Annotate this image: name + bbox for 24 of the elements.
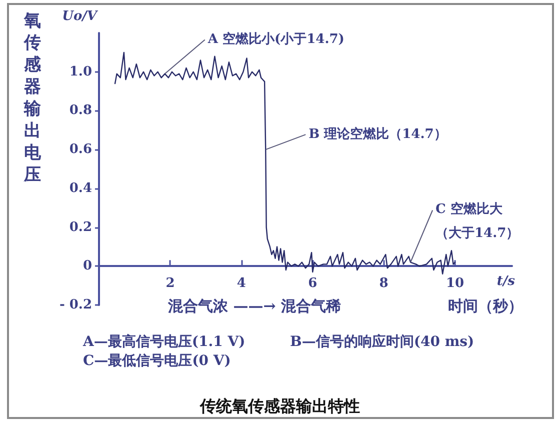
annotation: A 空燃比小(小于14.7) [208, 30, 344, 49]
text: B—信号的响应时间(40 ms) [290, 332, 474, 352]
text: 氧传感器输出电压 [24, 10, 42, 186]
x-tick-label: 2 [166, 276, 175, 292]
y-tick-label: 0.6 [69, 142, 92, 158]
text: A—最高信号电压(1.1 V) [83, 332, 246, 352]
x-tick-label: 6 [308, 276, 318, 292]
x-tick-label: 10 [446, 276, 464, 292]
y-tick-label: 0.4 [69, 180, 92, 196]
annotation: 时间（秒） [448, 296, 523, 316]
annotation: B 理论空燃比（14.7） [308, 126, 447, 144]
y-axis-title: Uo/V [62, 9, 99, 24]
y-tick-label: - 0.2 [59, 298, 92, 312]
y-tick-label: 0.8 [69, 103, 92, 118]
text: C—最低信号电压(0 V) [83, 352, 231, 371]
annotation: 混合气浓 ——→ 混合气稀 [168, 296, 342, 316]
text: 传统氧传感器输出特性 [199, 396, 360, 416]
x-axis-title: t/s [496, 274, 516, 290]
annotation: C 空燃比大（大于14.7） [436, 200, 520, 244]
x-tick-label: 4 [236, 276, 246, 292]
y-tick-label: 0 [82, 258, 92, 274]
y-tick-label: 0.2 [69, 220, 92, 235]
x-tick-label: 8 [379, 276, 388, 292]
y-tick-label: 1.0 [69, 64, 92, 80]
